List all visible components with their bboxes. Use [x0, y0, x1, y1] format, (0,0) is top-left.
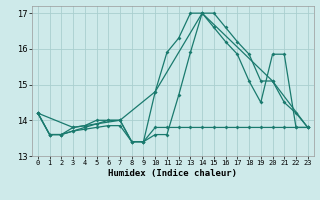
X-axis label: Humidex (Indice chaleur): Humidex (Indice chaleur) [108, 169, 237, 178]
